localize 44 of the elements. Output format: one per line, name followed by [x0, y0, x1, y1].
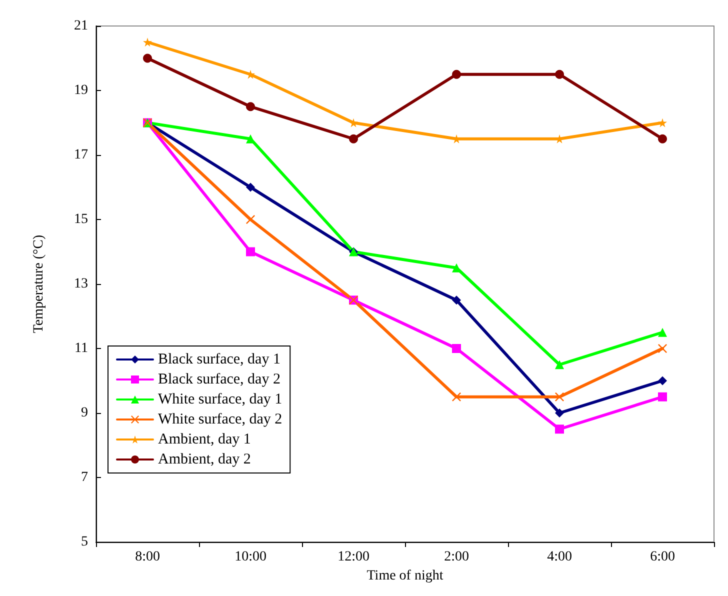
y-tick-label: 21	[74, 18, 88, 34]
legend-label: Ambient, day 2	[158, 452, 251, 468]
y-tick-label: 5	[81, 534, 88, 550]
y-tick-label: 17	[74, 148, 88, 162]
x-tick-label: 2:00	[444, 550, 469, 564]
y-axis-title: Temperature (°C)	[32, 234, 46, 334]
point	[349, 118, 358, 128]
point	[452, 70, 461, 79]
point	[658, 134, 667, 144]
x-tick-label: 6:00	[650, 550, 675, 564]
y-tick-label: 19	[74, 83, 88, 98]
point	[555, 408, 564, 418]
point	[246, 182, 255, 192]
point	[349, 134, 358, 144]
legend-label: White surface, day 1	[158, 392, 282, 408]
point	[658, 328, 667, 337]
point	[555, 360, 564, 370]
point	[143, 54, 152, 63]
point	[452, 392, 461, 402]
point	[246, 247, 255, 256]
point	[143, 38, 152, 47]
x-axis-title: Time of night	[366, 568, 444, 584]
point	[658, 392, 667, 402]
x-tick-label: 10:00	[234, 550, 266, 564]
x-tick-label: 12:00	[338, 550, 370, 564]
x-tick-label: 8:00	[135, 550, 160, 564]
y-tick-label: 11	[74, 341, 88, 356]
point	[555, 392, 564, 402]
y-tick-label: 9	[81, 406, 88, 420]
legend-label: Black surface, day 2	[158, 372, 280, 388]
point	[246, 102, 255, 112]
point	[658, 118, 667, 128]
y-tick-label: 15	[74, 212, 88, 227]
point	[452, 296, 461, 305]
point	[658, 376, 667, 386]
y-tick-label: 7	[81, 470, 88, 485]
legend-label: Black surface, day 1	[158, 352, 280, 368]
x-tick-label: 4:00	[547, 550, 572, 564]
legend-label: Ambient, day 1	[158, 432, 251, 448]
point	[555, 70, 564, 79]
point	[555, 424, 564, 434]
y-tick-label: 13	[74, 276, 88, 292]
point	[452, 344, 461, 353]
legend-label: White surface, day 2	[158, 412, 282, 428]
